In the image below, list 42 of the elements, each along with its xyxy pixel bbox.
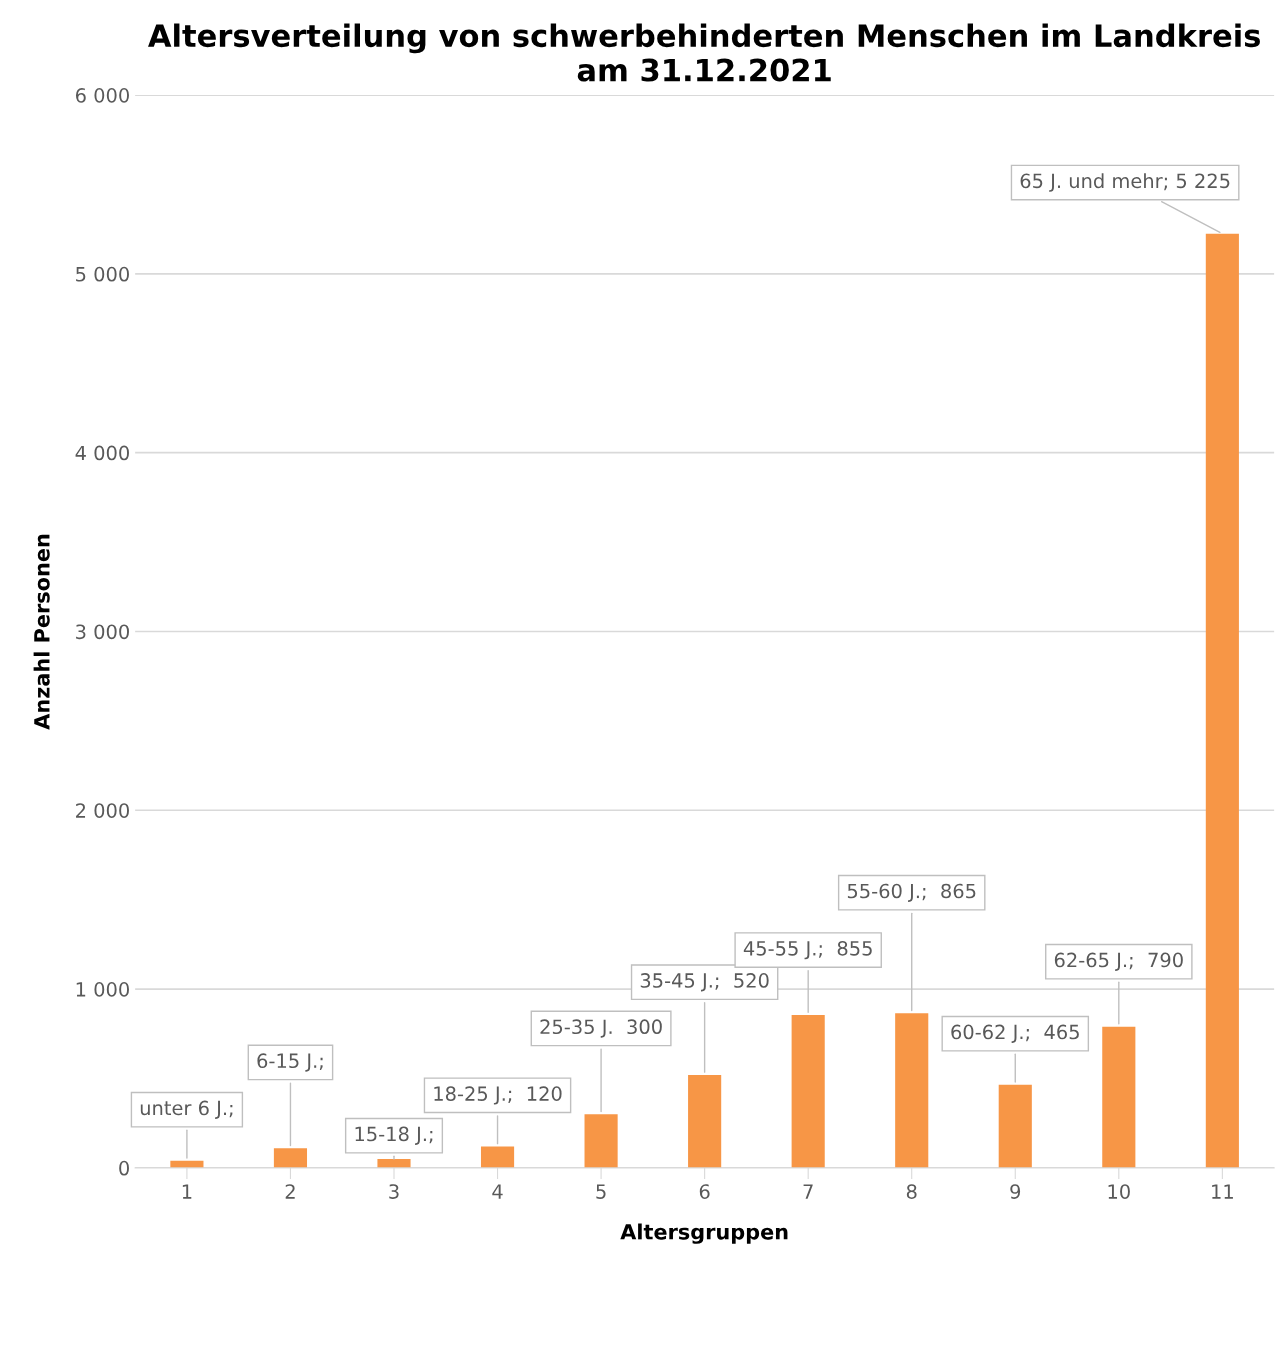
- data-label: 55-60 J.; 865: [847, 883, 976, 902]
- x-tick-label: 8: [906, 1184, 917, 1199]
- data-label: 65 J. und mehr; 5 225: [1020, 173, 1230, 192]
- x-tick-label: 3: [389, 1184, 399, 1199]
- data-label: 18-25 J.; 120: [434, 1086, 562, 1105]
- y-axis-title: Anzahl Personen: [33, 534, 50, 730]
- bar: [895, 1013, 929, 1168]
- bar: [273, 1148, 308, 1168]
- bar: [1102, 1026, 1136, 1168]
- y-tick-label: 0: [119, 1160, 129, 1176]
- data-label: 45-55 J.; 855: [743, 940, 872, 960]
- bar: [377, 1158, 411, 1168]
- x-tick-label: 11: [1212, 1184, 1233, 1199]
- y-tick-label: 1 000: [76, 982, 129, 997]
- bar: [1205, 233, 1239, 1168]
- bar: [480, 1146, 515, 1168]
- bar: [688, 1074, 722, 1168]
- bar: [998, 1084, 1032, 1168]
- x-axis-title: Altersgruppen: [620, 1223, 788, 1244]
- data-label: 60-62 J.; 465: [951, 1024, 1079, 1043]
- y-tick-label: 5 000: [76, 266, 129, 282]
- bar: [791, 1015, 825, 1168]
- x-tick-label: 7: [803, 1184, 813, 1199]
- x-tick-label: 10: [1108, 1184, 1130, 1199]
- y-tick-label: 3 000: [76, 624, 129, 640]
- data-label: unter 6 J.;: [140, 1100, 233, 1119]
- x-tick-label: 1: [182, 1184, 192, 1199]
- y-tick-label: 6 000: [75, 88, 129, 103]
- x-tick-label: 2: [285, 1184, 295, 1199]
- data-label: 15-18 J.;: [355, 1126, 433, 1145]
- y-tick-label: 2 000: [76, 803, 129, 818]
- bar: [584, 1114, 618, 1168]
- x-tick-label: 5: [596, 1184, 606, 1199]
- chart-title: Altersverteilung von schwerbehinderten Menschen im Landkreis am 31.12.2021: [148, 23, 1260, 82]
- data-label: 25-35 J. 300: [540, 1019, 662, 1038]
- y-tick-label: 4 000: [75, 445, 129, 461]
- x-tick-label: 9: [1010, 1184, 1021, 1199]
- x-tick-label: 4: [492, 1184, 503, 1199]
- data-label: 6-15 J.;: [257, 1053, 323, 1072]
- x-tick-label: 6: [699, 1184, 710, 1199]
- data-label: 62-65 J.; 790: [1054, 952, 1183, 971]
- data-label: 35-45 J.; 520: [640, 973, 769, 992]
